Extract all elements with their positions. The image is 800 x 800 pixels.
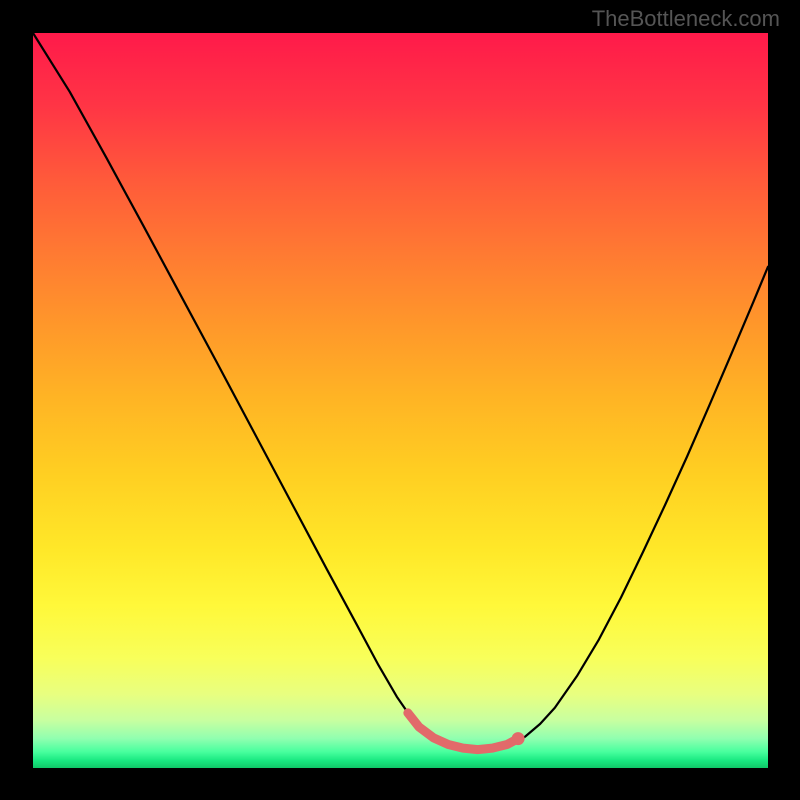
bottleneck-curve <box>33 33 768 751</box>
plot-area <box>33 33 768 768</box>
watermark-text: TheBottleneck.com <box>592 6 780 32</box>
optimal-range-marker <box>408 713 518 750</box>
curve-layer <box>33 33 768 768</box>
optimal-point-dot <box>512 732 525 745</box>
